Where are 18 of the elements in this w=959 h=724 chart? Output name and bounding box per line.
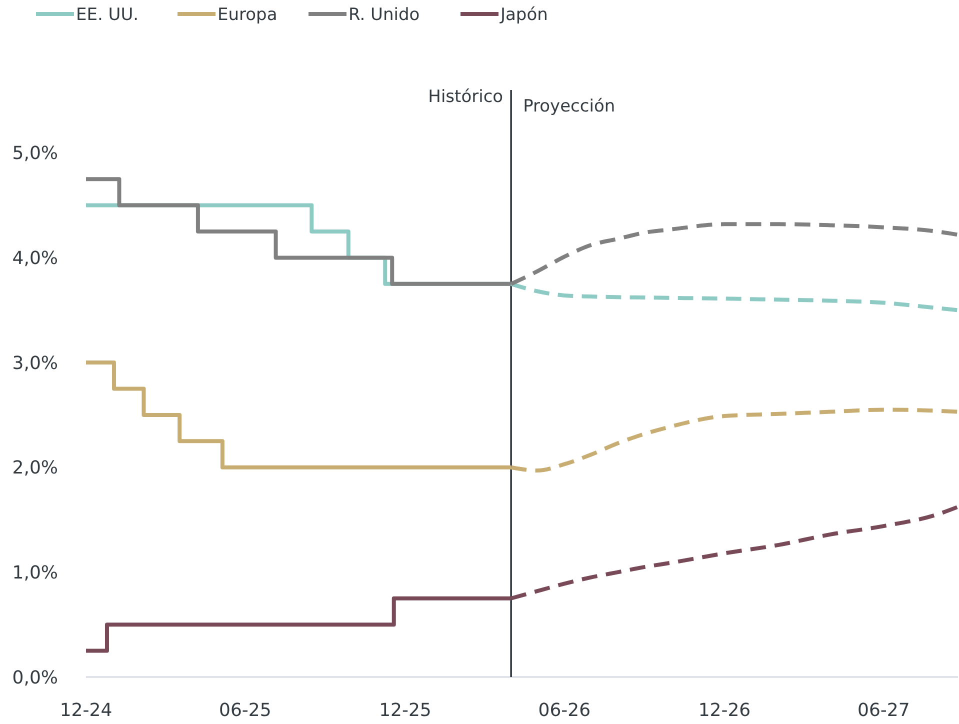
x-tick-label: 06-27 xyxy=(858,700,910,721)
x-tick-label: 12-26 xyxy=(698,700,751,721)
x-tick-label: 06-26 xyxy=(538,700,591,721)
legend-label: Japón xyxy=(500,5,548,25)
y-tick-label: 2,0% xyxy=(12,458,58,479)
y-tick-label: 1,0% xyxy=(12,562,58,584)
y-tick-label: 5,0% xyxy=(12,143,58,164)
legend-label: Europa xyxy=(218,5,278,25)
x-tick-label: 12-25 xyxy=(379,700,432,721)
legend-label: R. Unido xyxy=(348,5,420,25)
x-tick-label: 12-24 xyxy=(60,700,112,721)
annotation: Proyección xyxy=(523,96,616,117)
ref-line-label: Histórico xyxy=(428,87,504,107)
y-tick-label: 0,0% xyxy=(12,667,58,688)
y-tick-label: 3,0% xyxy=(12,352,58,374)
legend-label: EE. UU. xyxy=(76,5,139,25)
y-tick-label: 4,0% xyxy=(12,248,58,270)
x-tick-label: 06-25 xyxy=(219,700,272,721)
